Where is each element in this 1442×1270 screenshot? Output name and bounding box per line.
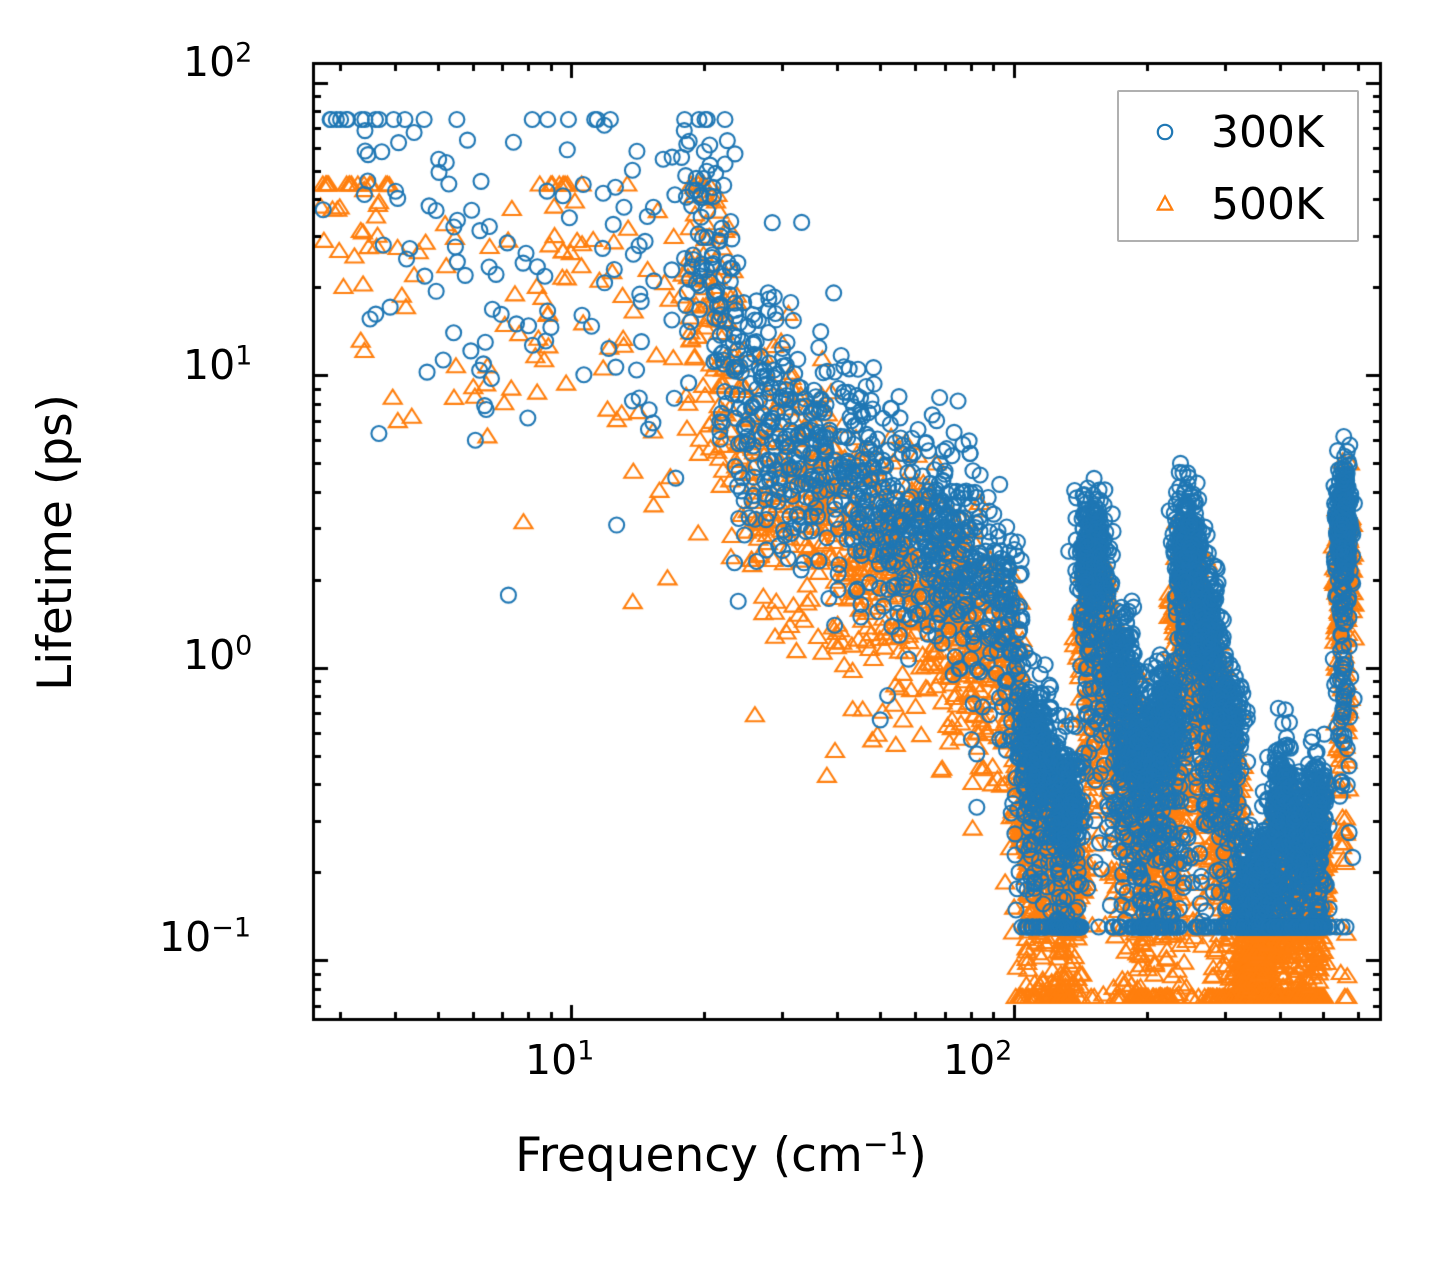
- y-tick-label-1e1: 101: [183, 340, 253, 389]
- x-tick-label-1e2: 102: [943, 1035, 1013, 1084]
- y-tick-label-1e0: 100: [183, 630, 253, 679]
- y-axis-title: Lifetime (ps): [27, 394, 83, 691]
- x-axis-title: Frequency (cm−1): [0, 1128, 1442, 1183]
- x-axis-title-exponent: −1: [862, 1126, 909, 1163]
- legend-entry-500k[interactable]: 500K: [1119, 166, 1357, 242]
- legend-label-500k: 500K: [1211, 178, 1324, 230]
- y-axis-title-wrapper: Lifetime (ps): [0, 0, 110, 1085]
- y-tick-label-1e2: 102: [183, 37, 253, 86]
- legend-entry-300k[interactable]: 300K: [1119, 94, 1357, 170]
- legend-marker-triangle-icon: [1119, 189, 1211, 219]
- legend-label-300k: 300K: [1211, 106, 1324, 158]
- x-axis-title-text: Frequency (cm: [515, 1128, 863, 1183]
- legend[interactable]: 300K 500K: [1117, 90, 1359, 242]
- y-tick-label-1e-1: 10−1: [159, 912, 252, 961]
- x-tick-label-1e1: 101: [525, 1035, 595, 1084]
- legend-marker-circle-icon: [1119, 117, 1211, 147]
- x-axis-title-tail: ): [908, 1128, 927, 1183]
